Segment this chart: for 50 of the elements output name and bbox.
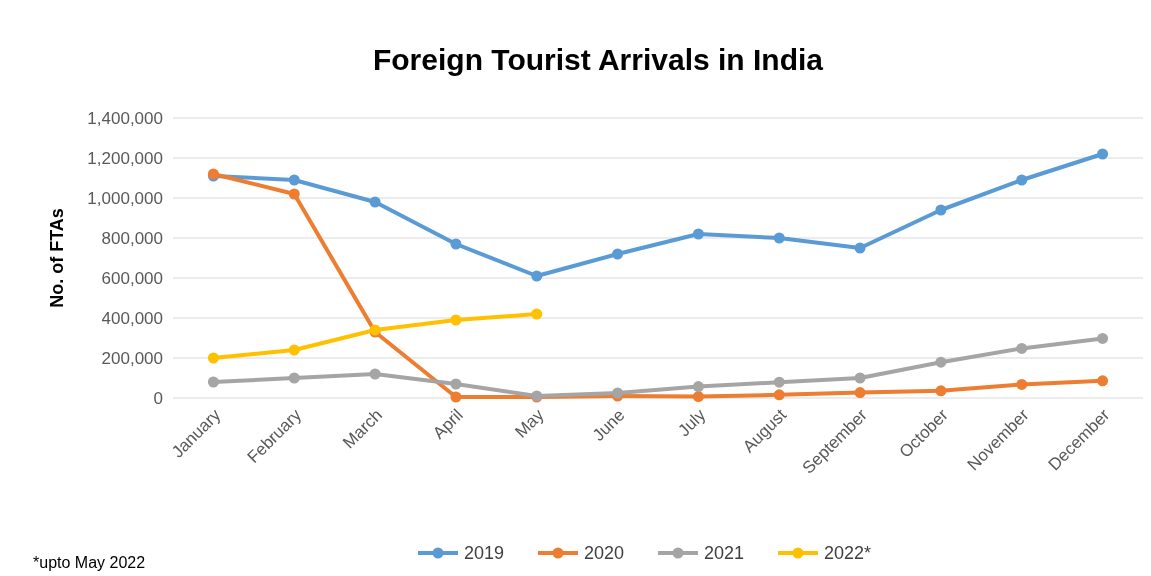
point <box>935 204 947 216</box>
y-axis-title: No. of FTAs <box>47 208 67 308</box>
y-tick-label: 600,000 <box>101 268 163 288</box>
point <box>450 391 462 403</box>
y-tick-label: 200,000 <box>101 348 163 368</box>
point <box>369 368 381 380</box>
legend-label: 2021 <box>704 543 745 564</box>
point <box>450 314 462 326</box>
y-tick-label: 1,200,000 <box>87 148 163 168</box>
point <box>1016 378 1028 390</box>
point <box>854 242 866 254</box>
point <box>288 188 300 200</box>
point <box>692 228 704 240</box>
point <box>531 270 543 282</box>
point <box>692 381 704 393</box>
point <box>854 372 866 384</box>
point <box>1097 332 1109 344</box>
point <box>531 308 543 320</box>
y-tick-label: 1,400,000 <box>87 108 163 128</box>
point <box>450 238 462 250</box>
y-tick-label: 0 <box>153 388 163 408</box>
point <box>1097 375 1109 387</box>
point <box>1016 342 1028 354</box>
point <box>207 352 219 364</box>
point <box>692 391 704 403</box>
point <box>288 174 300 186</box>
point <box>288 344 300 356</box>
point <box>1016 174 1028 186</box>
point <box>1097 148 1109 160</box>
x-tick-label: May <box>511 405 548 442</box>
point <box>207 376 219 388</box>
y-tick-label: 800,000 <box>101 228 163 248</box>
y-tick-label: 400,000 <box>101 308 163 328</box>
legend-label: 2022* <box>824 543 872 564</box>
text: *upto May 2022 <box>33 554 146 571</box>
legend-label: 2019 <box>464 543 505 564</box>
point <box>369 196 381 208</box>
point <box>773 376 785 388</box>
point <box>773 232 785 244</box>
chart-title: Foreign Tourist Arrivals in India <box>372 43 824 76</box>
legend-label: 2020 <box>584 543 625 564</box>
point <box>450 378 462 390</box>
point <box>288 372 300 384</box>
point <box>854 387 866 399</box>
x-tick-label: July <box>674 405 710 441</box>
point <box>612 248 624 260</box>
point <box>935 356 947 368</box>
y-tick-label: 1,000,000 <box>87 188 163 208</box>
point <box>773 389 785 401</box>
point <box>935 385 947 397</box>
